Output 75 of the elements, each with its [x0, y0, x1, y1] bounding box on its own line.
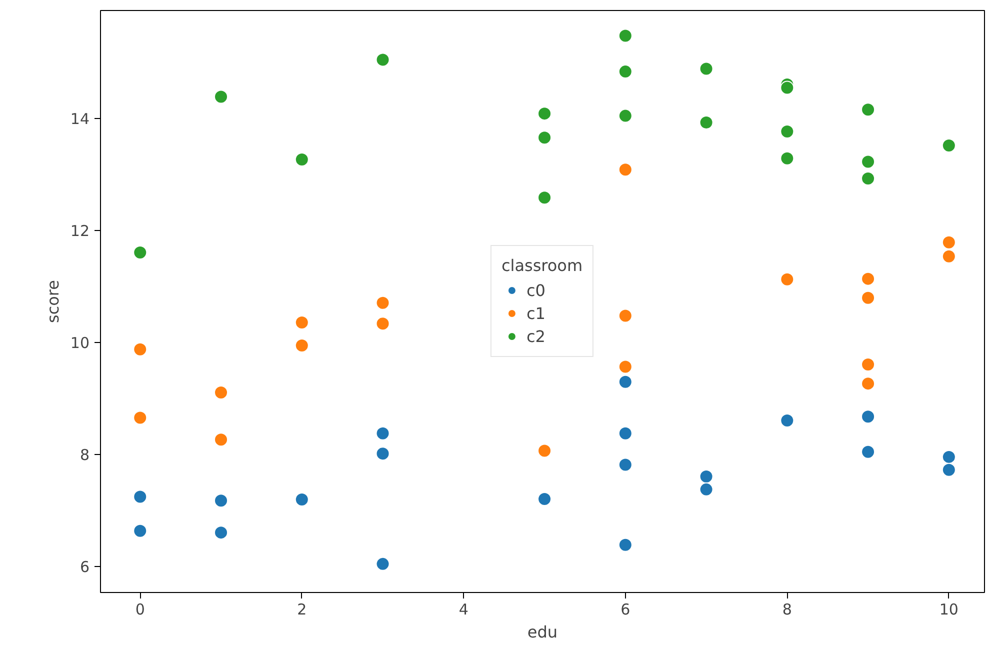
point — [861, 102, 876, 117]
legend-label: c1 — [526, 304, 546, 322]
point — [861, 272, 876, 286]
point — [376, 446, 390, 461]
point — [376, 52, 390, 67]
point — [618, 360, 632, 374]
point — [538, 492, 552, 506]
point — [214, 386, 228, 400]
point — [861, 358, 876, 372]
point — [780, 414, 794, 428]
point — [294, 338, 309, 352]
x-tick-label: 10 — [939, 600, 958, 618]
point — [294, 152, 309, 166]
point — [699, 62, 714, 76]
legend-title: classroom — [501, 256, 583, 275]
point — [780, 151, 794, 166]
point — [376, 426, 390, 440]
point — [376, 556, 390, 571]
point — [294, 316, 309, 330]
point — [294, 492, 309, 506]
point — [942, 235, 956, 250]
point — [376, 296, 390, 310]
point — [699, 470, 714, 484]
y-tick-label: 14 — [70, 110, 90, 128]
legend-label: c0 — [526, 280, 546, 300]
y-tick-label: 10 — [70, 334, 90, 352]
point — [133, 524, 148, 538]
point — [133, 490, 148, 504]
point — [861, 172, 876, 186]
point — [780, 272, 794, 286]
point — [376, 316, 390, 331]
point — [861, 376, 876, 391]
point — [861, 290, 876, 305]
x-axis-title: edu — [527, 622, 558, 642]
point — [214, 90, 228, 104]
point — [538, 130, 552, 145]
point — [133, 246, 148, 260]
point — [538, 444, 552, 458]
x-tick-label: 4 — [458, 600, 468, 618]
point — [861, 410, 876, 424]
point — [780, 124, 794, 138]
legend-label: c2 — [526, 326, 546, 346]
point — [618, 308, 632, 323]
x-tick-label: 6 — [620, 600, 630, 618]
point — [699, 482, 714, 496]
y-tick-label: 8 — [80, 446, 90, 464]
point — [618, 426, 632, 440]
point — [538, 190, 552, 205]
point — [942, 462, 956, 477]
point — [780, 80, 794, 95]
y-tick-label: 6 — [80, 558, 90, 576]
point — [942, 138, 956, 152]
y-tick-label: 12 — [70, 222, 90, 240]
point — [618, 374, 632, 389]
point — [699, 116, 714, 130]
point — [618, 108, 632, 123]
point — [942, 249, 956, 264]
x-tick-label: 8 — [782, 600, 792, 618]
point — [133, 342, 148, 356]
point — [214, 526, 228, 540]
point — [942, 450, 956, 464]
point — [538, 106, 552, 121]
point — [618, 28, 632, 43]
point — [214, 432, 228, 447]
point — [618, 538, 632, 552]
point — [618, 458, 632, 472]
point — [618, 64, 632, 79]
point — [618, 162, 632, 177]
x-tick-label: 2 — [297, 600, 307, 618]
point — [133, 410, 148, 425]
point — [861, 444, 876, 459]
y-axis-title: score — [43, 280, 62, 323]
x-tick-label: 0 — [135, 600, 145, 618]
point — [861, 154, 876, 169]
point — [214, 494, 228, 508]
